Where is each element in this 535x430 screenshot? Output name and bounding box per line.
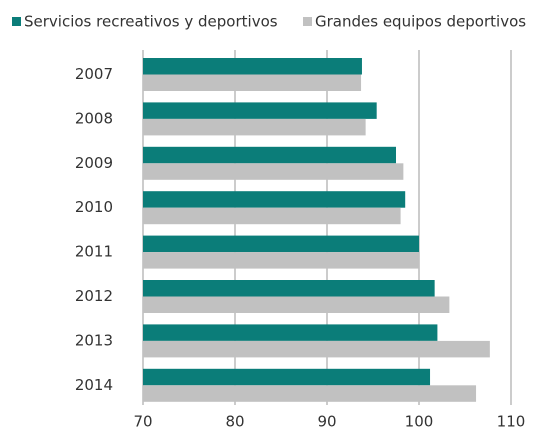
x-tick-label: 90: [317, 413, 336, 430]
y-tick-label: 2007: [75, 65, 113, 83]
x-tick-label: 110: [497, 413, 526, 430]
bar: [143, 252, 419, 269]
legend-label: Grandes equipos deportivos: [315, 13, 526, 31]
bar: [143, 146, 396, 164]
bar: [143, 74, 362, 91]
y-tick-label: 2008: [75, 109, 113, 127]
y-tick-label: 2009: [75, 154, 113, 172]
x-tick-label: 80: [225, 413, 244, 430]
bar: [143, 280, 435, 297]
bar: [143, 235, 419, 253]
bar: [143, 385, 477, 402]
legend-swatch: [303, 17, 312, 26]
y-tick-label: 2013: [75, 331, 113, 349]
y-tick-label: 2011: [75, 243, 113, 261]
bar: [143, 324, 438, 341]
legend-label: Servicios recreativos y deportivos: [24, 13, 278, 31]
bar: [143, 340, 490, 358]
bar: [143, 163, 404, 180]
bar: [143, 58, 362, 75]
y-tick-label: 2012: [75, 287, 113, 305]
bar: [143, 368, 431, 386]
x-tick-label: 70: [133, 413, 152, 430]
bar: [143, 118, 366, 136]
bar: [143, 207, 401, 225]
bar: [143, 191, 406, 208]
y-tick-label: 2014: [75, 376, 113, 394]
bar: [143, 102, 377, 119]
legend-swatch: [12, 17, 21, 26]
bar: [143, 296, 450, 313]
y-tick-label: 2010: [75, 198, 113, 216]
x-tick-label: 100: [405, 413, 434, 430]
